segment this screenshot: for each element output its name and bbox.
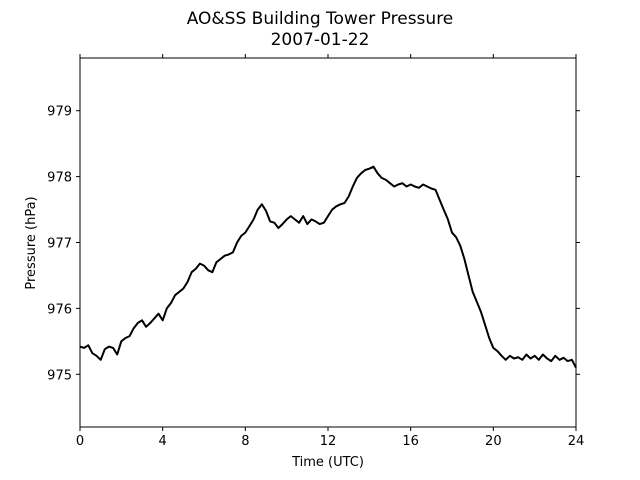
x-tick-label: 8 — [241, 434, 249, 449]
y-tick-label: 979 — [47, 105, 72, 120]
x-tick-label: 0 — [76, 434, 84, 449]
y-tick-label: 978 — [47, 171, 72, 186]
x-axis-label: Time (UTC) — [291, 455, 364, 470]
x-tick-label: 20 — [485, 434, 502, 449]
x-tick-label: 24 — [568, 434, 585, 449]
plot-area — [79, 165, 577, 369]
x-tick-label: 16 — [402, 434, 419, 449]
chart-subtitle: 2007-01-22 — [271, 30, 370, 50]
y-tick-label: 976 — [47, 302, 72, 317]
x-tick-label: 4 — [159, 434, 167, 449]
y-axis-label: Pressure (hPa) — [24, 196, 39, 289]
x-axis-ticks: 0 4 8 12 16 20 24 — [76, 54, 584, 449]
x-tick-label: 12 — [320, 434, 337, 449]
y-axis-ticks: 975 976 977 978 979 — [47, 105, 580, 383]
chart-title: AO&SS Building Tower Pressure — [187, 9, 454, 29]
y-tick-label: 977 — [47, 237, 72, 252]
y-tick-label: 975 — [47, 368, 72, 383]
series-line-pressure — [79, 165, 577, 369]
plot-frame — [79, 57, 577, 428]
